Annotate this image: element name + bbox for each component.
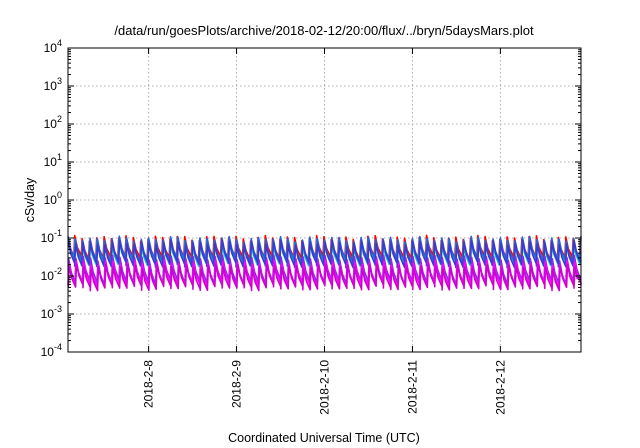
x-axis-label: Coordinated Universal Time (UTC) [228, 431, 420, 445]
y-tick-label: 101 [44, 152, 62, 169]
x-tick-label: 2018-2-10 [318, 360, 332, 415]
y-tick-label: 103 [44, 76, 62, 93]
y-axis-label: cSv/day [23, 177, 37, 222]
y-tick-label: 10-2 [41, 266, 62, 283]
y-tick-label: 102 [44, 114, 62, 131]
y-tick-label: 100 [44, 190, 62, 207]
x-tick-label: 2018-2-11 [405, 360, 419, 414]
y-tick-label: 10-3 [41, 304, 62, 321]
grid [68, 48, 581, 352]
x-tick-label: 2018-2-12 [493, 360, 507, 415]
y-tick-label: 104 [44, 38, 62, 55]
x-axis: 2018-2-8 2018-2-9 2018-2-10 2018-2-11 2018-2… [142, 48, 507, 415]
x-tick-label: 2018-2-8 [142, 360, 156, 408]
series-line [67, 262, 579, 292]
x-tick-label: 2018-2-9 [230, 360, 244, 408]
y-tick-label: 10-1 [41, 228, 62, 245]
chart-title: /data/run/goesPlots/archive/2018-02-12/2… [114, 23, 534, 38]
y-axis: 10-4 10-3 10-2 10-1 100 101 102 103 104 [41, 38, 581, 359]
series-group [67, 234, 582, 292]
series-line [67, 239, 582, 269]
y-tick-label: 10-4 [41, 342, 62, 359]
